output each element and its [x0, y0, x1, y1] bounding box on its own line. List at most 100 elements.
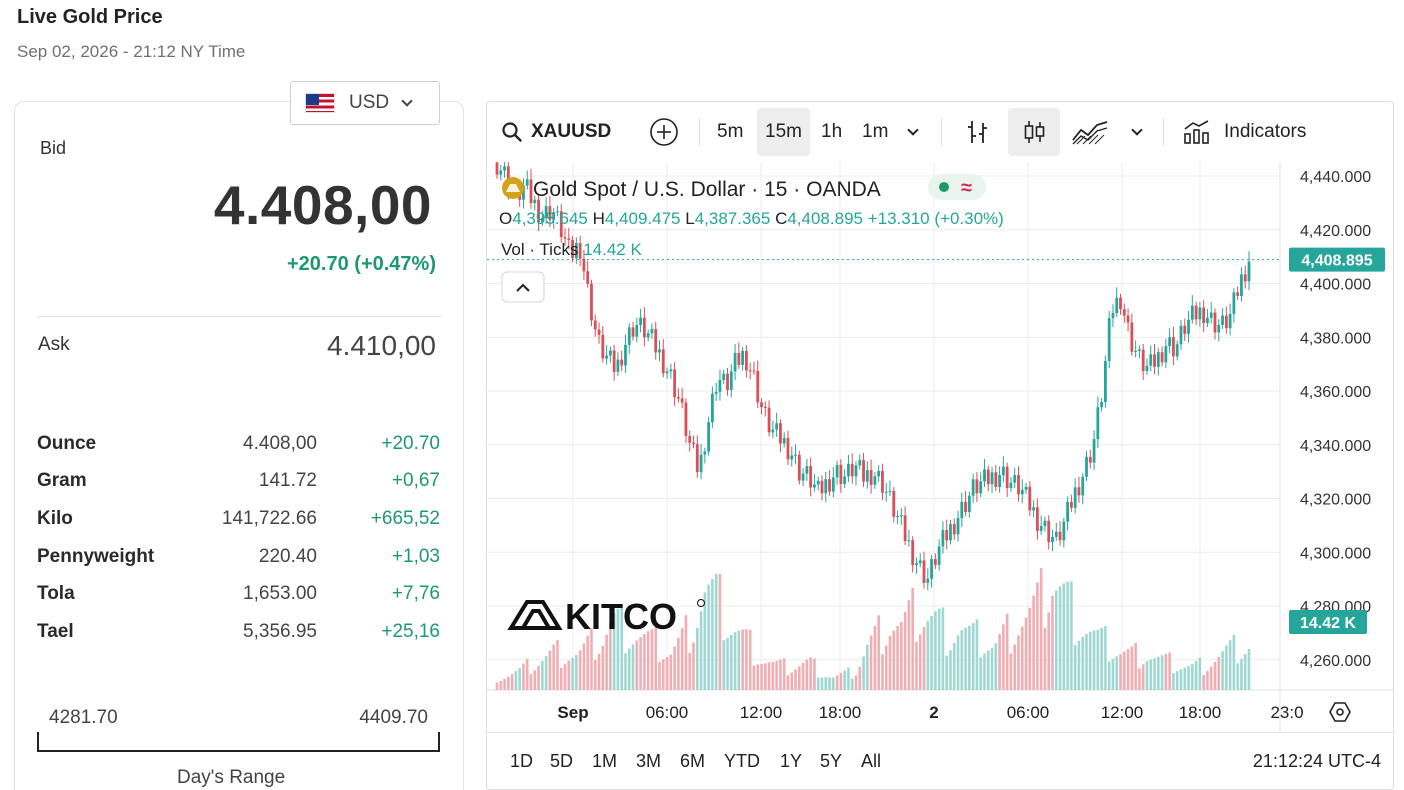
candle-body: [782, 437, 786, 444]
candle-body: [854, 465, 858, 477]
ohlc-bars-icon: [968, 121, 987, 143]
range-1m[interactable]: 1M: [592, 751, 618, 771]
indicators-button[interactable]: Indicators: [1182, 108, 1306, 156]
range-1d[interactable]: 1D: [510, 751, 534, 771]
candle-body: [835, 464, 839, 478]
volume-bar: [692, 642, 695, 690]
interval-1h[interactable]: 1h: [821, 121, 843, 142]
last-price-badge: [1289, 247, 1385, 272]
volume-bar: [1187, 666, 1190, 690]
candle-body: [1168, 337, 1172, 347]
candle-body: [1066, 501, 1070, 522]
candle-body: [1206, 317, 1209, 324]
volume-bar: [714, 573, 718, 690]
chart-area[interactable]: 4,440.000 4,420.000 4,400.000 4,380.000 4,36…: [487, 157, 1394, 732]
time-tick-label: 06:00: [646, 703, 689, 722]
chart-style-dropdown[interactable]: [1127, 108, 1147, 156]
candle-style-button[interactable]: [1008, 108, 1060, 156]
volume-bar: [510, 674, 514, 690]
range-all[interactable]: All: [861, 751, 882, 771]
market-status-pill[interactable]: [928, 174, 986, 200]
range-1y[interactable]: 1Y: [780, 751, 803, 771]
bid-price: 4.408,00: [213, 174, 432, 236]
volume-bar: [760, 663, 763, 690]
time-tick-label: 23:0: [1270, 703, 1303, 722]
symbol-search-button[interactable]: XAUUSD: [501, 108, 611, 156]
range-3m[interactable]: 3M: [636, 751, 662, 771]
volume-bar: [684, 615, 688, 690]
volume-bar: [1198, 657, 1202, 690]
legend-volume: Vol · Ticks 14.42 K: [501, 240, 642, 259]
range-5d[interactable]: 5D: [550, 751, 574, 771]
price-chart[interactable]: 4,440.000 4,420.000 4,400.000 4,380.000 4,36…: [487, 157, 1394, 732]
candle-body: [537, 199, 540, 223]
volume-bar: [801, 662, 805, 690]
volume-bar: [1077, 640, 1081, 690]
volume-bar: [733, 632, 737, 690]
volume-bar: [918, 634, 922, 690]
volume-bar: [786, 675, 790, 690]
volume-bar: [820, 677, 824, 690]
candle-body: [522, 185, 525, 200]
candle-body: [763, 407, 767, 409]
candle-body: [952, 524, 956, 535]
volume-bar: [869, 635, 873, 690]
volume-bar: [1225, 645, 1228, 690]
volume-bar: [639, 637, 642, 690]
candle-body: [1085, 456, 1088, 477]
candle-body: [608, 350, 612, 356]
chart-bottom-bar: 1D 5D 1M 3M 6M YTD 1Y 5Y All 21:12:24 UT…: [487, 732, 1393, 789]
volume-bar: [926, 621, 930, 690]
bar-style-button[interactable]: [959, 108, 997, 156]
compare-button[interactable]: [649, 108, 679, 156]
chart-settings-icon[interactable]: [1329, 702, 1351, 722]
last-volume-badge: [1289, 610, 1367, 634]
candle-body: [1228, 313, 1232, 329]
volume-bar: [544, 656, 548, 690]
volume-bar: [1107, 661, 1111, 690]
interval-5m[interactable]: 5m: [717, 121, 744, 142]
candle-body: [805, 466, 809, 474]
candle-body: [964, 501, 967, 513]
collapse-legend-button[interactable]: [501, 271, 545, 303]
candle-body: [1058, 531, 1062, 541]
volume-bar: [1145, 661, 1149, 690]
volume-bar: [1126, 649, 1130, 690]
volume-bar: [597, 653, 601, 690]
candle-body: [1032, 507, 1036, 511]
range-6m[interactable]: 6M: [680, 751, 706, 771]
volume-bar: [748, 629, 752, 690]
candle-body: [1138, 349, 1141, 351]
volume-bar: [718, 573, 722, 690]
range-5y[interactable]: 5Y: [820, 751, 843, 771]
area-style-button[interactable]: [1069, 108, 1111, 156]
volume-bar: [522, 663, 525, 690]
currency-select[interactable]: USD: [290, 81, 440, 125]
interval-15m[interactable]: 15m: [757, 108, 810, 156]
candle-body: [1198, 307, 1202, 320]
volume-bar: [609, 622, 612, 690]
volume-bar: [741, 629, 744, 690]
kitco-logo-icon: [507, 600, 563, 630]
weight-row-ounce: Ounce 4.408,00 +20.70: [37, 425, 441, 463]
interval-dropdown[interactable]: [903, 108, 923, 156]
volume-bar: [1232, 634, 1236, 690]
volume-bar: [680, 628, 684, 690]
range-ytd[interactable]: YTD: [724, 751, 760, 771]
candle-body: [1141, 349, 1145, 371]
candle-body: [1096, 407, 1100, 440]
volume-bar: [620, 605, 624, 690]
candle-body: [824, 479, 828, 494]
interval-1m[interactable]: 1m: [862, 121, 889, 142]
candle-body: [794, 454, 797, 456]
candle-body: [1115, 297, 1119, 313]
volume-bar: [1179, 669, 1183, 690]
volume-bar: [571, 657, 574, 690]
plus-circle-icon: [650, 118, 678, 146]
candle-body: [1179, 325, 1183, 345]
candle-body: [869, 470, 873, 485]
candle-body: [801, 473, 805, 481]
volume-bar: [612, 612, 616, 690]
candle-body: [1187, 319, 1190, 334]
volume-bar: [809, 657, 812, 690]
